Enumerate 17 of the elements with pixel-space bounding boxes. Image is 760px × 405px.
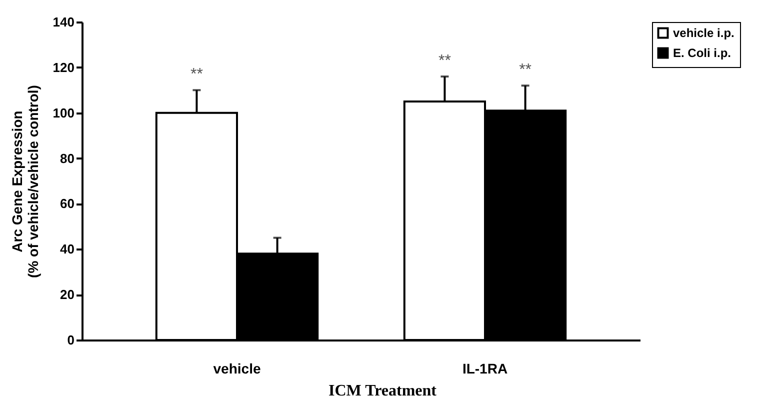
y-tick-label: 60 (60, 196, 74, 212)
legend-label: E. Coli i.p. (673, 46, 732, 60)
annotation: ** (438, 52, 451, 70)
y-tick-label: 40 (60, 242, 74, 257)
y-tick-label: 0 (67, 332, 74, 348)
annotation: ** (190, 66, 203, 84)
y-tick-label: 80 (60, 150, 74, 166)
y-tick-label: 100 (52, 105, 74, 120)
y-tick-label: 120 (52, 60, 74, 75)
annotation: ** (519, 62, 532, 79)
x-axis-title: ICM Treatment (328, 382, 438, 400)
x-tick-label: vehicle (213, 360, 261, 376)
y-axis-title: Arc Gene Expression (% of vehicle/vehicle control) (8, 85, 41, 278)
y-tick-label: 140 (52, 14, 74, 30)
legend-label: vehicle i.p. (673, 26, 734, 40)
y-tick-label: 20 (60, 287, 74, 302)
x-tick-label: IL-1RA (462, 360, 508, 376)
